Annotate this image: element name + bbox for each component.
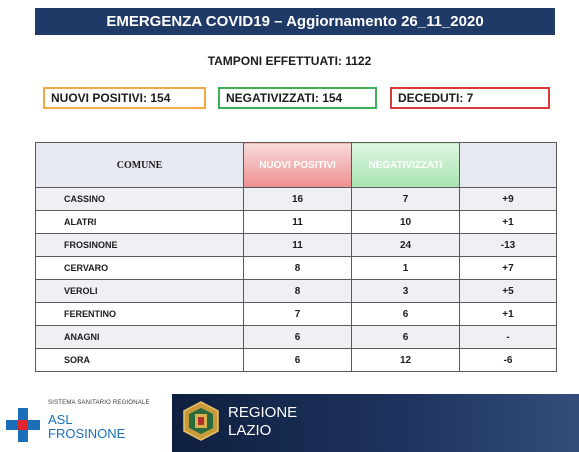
page-title: EMERGENZA COVID19 – Aggiornamento 26_11_… bbox=[35, 8, 555, 35]
asl-name: ASL bbox=[48, 412, 73, 427]
negativizzati-label: NEGATIVIZZATI: 154 bbox=[226, 91, 343, 105]
cell-differenza: +1 bbox=[459, 302, 557, 326]
cell-nuovi-positivi: 7 bbox=[243, 302, 352, 326]
cell-negativizzati: 6 bbox=[351, 302, 460, 326]
cell-negativizzati: 12 bbox=[351, 348, 460, 372]
cell-nuovi-positivi: 6 bbox=[243, 348, 352, 372]
cell-negativizzati: 1 bbox=[351, 256, 460, 280]
cell-negativizzati: 7 bbox=[351, 187, 460, 211]
table-row: CERVARO 8 1 +7 bbox=[35, 256, 557, 280]
deceduti-label: DECEDUTI: 7 bbox=[398, 91, 474, 105]
regione-line2: LAZIO bbox=[228, 422, 272, 439]
cell-differenza: +9 bbox=[459, 187, 557, 211]
table-row: FROSINONE 11 24 -13 bbox=[35, 233, 557, 257]
cell-nuovi-positivi: 8 bbox=[243, 256, 352, 280]
cell-negativizzati: 3 bbox=[351, 279, 460, 303]
regione-line1: REGIONE bbox=[228, 404, 298, 421]
cell-differenza: +7 bbox=[459, 256, 557, 280]
health-cross-icon bbox=[6, 408, 40, 442]
comuni-table: COMUNE NUOVI POSITIVI NEGATIVIZZATI CASS… bbox=[35, 142, 557, 372]
table-row: ALATRI 11 10 +1 bbox=[35, 210, 557, 234]
column-header-negativizzati: NEGATIVIZZATI bbox=[351, 142, 460, 188]
cell-comune: FERENTINO bbox=[35, 302, 244, 326]
cell-nuovi-positivi: 8 bbox=[243, 279, 352, 303]
negativizzati-box: NEGATIVIZZATI: 154 bbox=[218, 87, 377, 109]
cell-nuovi-positivi: 16 bbox=[243, 187, 352, 211]
column-header-nuovi-positivi: NUOVI POSITIVI bbox=[243, 142, 352, 188]
table-row: FERENTINO 7 6 +1 bbox=[35, 302, 557, 326]
cell-comune: ANAGNI bbox=[35, 325, 244, 349]
cell-nuovi-positivi: 11 bbox=[243, 233, 352, 257]
table-row: SORA 6 12 -6 bbox=[35, 348, 557, 372]
cell-comune: CERVARO bbox=[35, 256, 244, 280]
table-row: VEROLI 8 3 +5 bbox=[35, 279, 557, 303]
table-row: ANAGNI 6 6 - bbox=[35, 325, 557, 349]
table-header-row: COMUNE NUOVI POSITIVI NEGATIVIZZATI bbox=[35, 142, 557, 188]
cell-differenza: -13 bbox=[459, 233, 557, 257]
asl-frosinone-logo: SISTEMA SANITARIO REGIONALE ASL FROSINON… bbox=[6, 400, 166, 444]
cell-comune: VEROLI bbox=[35, 279, 244, 303]
cell-negativizzati: 6 bbox=[351, 325, 460, 349]
regione-lazio-banner: REGIONE LAZIO bbox=[172, 394, 579, 452]
cell-nuovi-positivi: 6 bbox=[243, 325, 352, 349]
nuovi-positivi-label: NUOVI POSITIVI: 154 bbox=[51, 91, 171, 105]
column-header-comune: COMUNE bbox=[35, 142, 244, 188]
tamponi-effettuati: TAMPONI EFFETTUATI: 1122 bbox=[207, 54, 372, 68]
cell-differenza: +1 bbox=[459, 210, 557, 234]
asl-city: FROSINONE bbox=[48, 426, 126, 441]
asl-subtitle: SISTEMA SANITARIO REGIONALE bbox=[48, 400, 150, 406]
cell-negativizzati: 10 bbox=[351, 210, 460, 234]
cell-comune: FROSINONE bbox=[35, 233, 244, 257]
deceduti-box: DECEDUTI: 7 bbox=[390, 87, 550, 109]
nuovi-positivi-box: NUOVI POSITIVI: 154 bbox=[43, 87, 206, 109]
cell-nuovi-positivi: 11 bbox=[243, 210, 352, 234]
cell-comune: CASSINO bbox=[35, 187, 244, 211]
cell-negativizzati: 24 bbox=[351, 233, 460, 257]
table-row: CASSINO 16 7 +9 bbox=[35, 187, 557, 211]
cell-differenza: +5 bbox=[459, 279, 557, 303]
column-header-differenza bbox=[459, 142, 557, 188]
regione-emblem-icon bbox=[183, 401, 219, 441]
regione-name: REGIONE LAZIO bbox=[228, 404, 297, 440]
cell-comune: SORA bbox=[35, 348, 244, 372]
cell-comune: ALATRI bbox=[35, 210, 244, 234]
cell-differenza: - bbox=[459, 325, 557, 349]
cell-differenza: -6 bbox=[459, 348, 557, 372]
